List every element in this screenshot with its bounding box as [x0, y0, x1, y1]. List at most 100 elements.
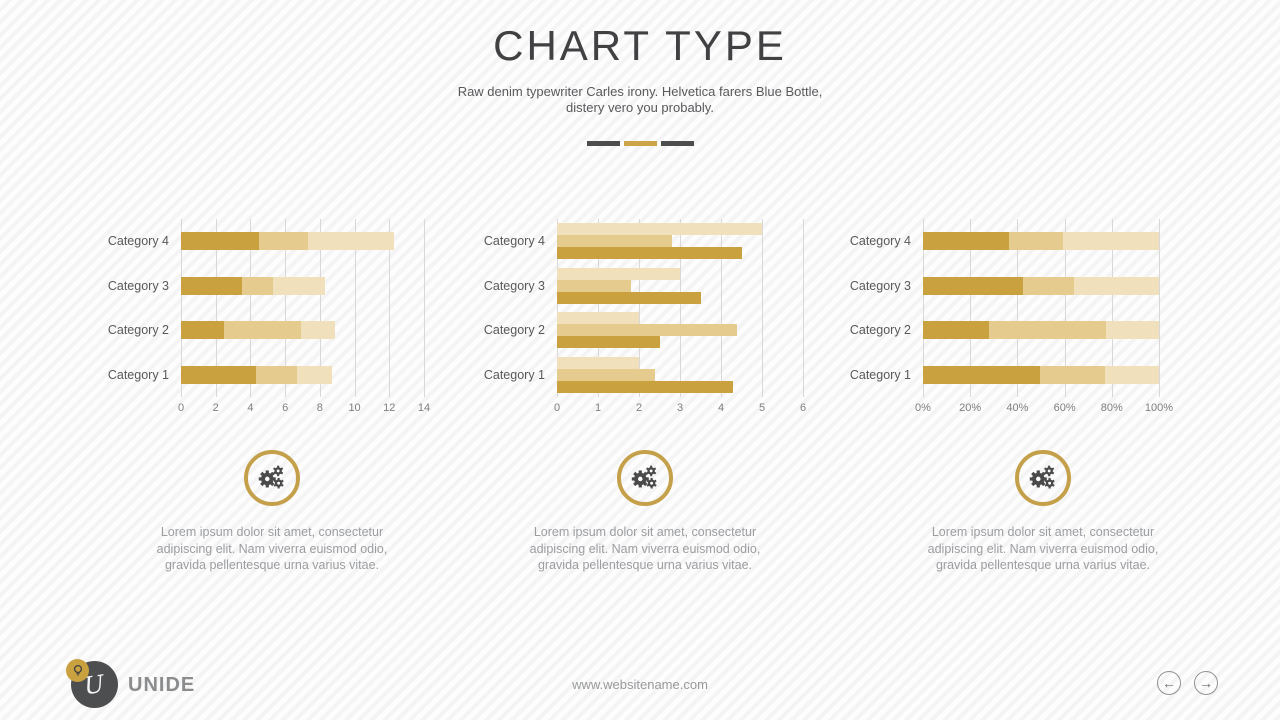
plot-area — [181, 219, 425, 398]
divider-segment — [586, 141, 620, 146]
category-label: Category 3 — [483, 278, 545, 293]
category-label: Category 4 — [483, 234, 545, 249]
feature-text: Lorem ipsum dolor sit amet, consectetur … — [529, 525, 761, 572]
subtitle: Raw denim typewriter Carles irony. Helve… — [0, 84, 1280, 116]
subtitle-line-2: distery vero you probably. — [566, 100, 714, 115]
bar-segment — [923, 232, 1010, 251]
gridline — [557, 219, 558, 397]
gridline — [598, 219, 599, 397]
divider-segment — [660, 141, 694, 146]
bar-segment — [1039, 365, 1105, 384]
gridline — [803, 219, 804, 397]
stacked-bar — [181, 365, 424, 384]
bar-segment — [1063, 232, 1159, 251]
category-label: Category 4 — [849, 234, 911, 249]
value-axis: 0% 20% 40% 60% 80% 100% — [915, 402, 1173, 418]
bar-segment — [1073, 276, 1159, 295]
chart-row — [923, 264, 1159, 309]
chart-row — [557, 219, 803, 264]
gridline — [1064, 219, 1066, 397]
axis-tick-label: 12 — [383, 402, 396, 414]
category-label: Category 1 — [483, 367, 545, 382]
bar-segment — [297, 365, 332, 384]
bar-cluster — [557, 223, 803, 260]
chart-row — [557, 264, 803, 309]
gridline — [1159, 219, 1160, 397]
gears-icon — [1029, 465, 1055, 489]
divider-segment — [623, 141, 657, 146]
axis-tick-label: 20% — [959, 402, 982, 414]
gridline — [250, 219, 252, 397]
bar — [557, 279, 631, 292]
bar-segment — [255, 365, 298, 384]
stacked-bar — [923, 276, 1159, 295]
gears-icon-circle — [244, 450, 300, 506]
arrow-right-icon: → — [1199, 675, 1213, 691]
gridline — [389, 219, 391, 397]
bar-segment — [923, 321, 990, 340]
feature-block: Lorem ipsum dolor sit amet, consectetur … — [515, 450, 775, 574]
stacked-bar — [181, 232, 424, 251]
axis-tick-label: 1 — [594, 402, 602, 414]
chart-row — [557, 353, 803, 398]
chart-row — [181, 353, 424, 398]
gridline — [923, 219, 924, 397]
bar — [557, 235, 672, 248]
bar — [557, 368, 656, 381]
gridline — [181, 219, 182, 397]
bar-segment — [923, 365, 1040, 384]
axis-tick-label: 4 — [247, 402, 254, 414]
website-link[interactable]: www.websitename.com — [572, 677, 708, 692]
prev-button[interactable]: ← — [1157, 671, 1181, 695]
category-label: Category 2 — [107, 323, 169, 338]
bar — [557, 356, 639, 369]
axis-tick-label: 100% — [1144, 402, 1174, 414]
brand-name: UNIDE — [128, 674, 196, 696]
gridline — [680, 219, 681, 397]
bar — [557, 336, 660, 349]
gridline — [639, 219, 640, 397]
plot-area — [923, 219, 1160, 398]
category-label: Category 3 — [107, 278, 169, 293]
chart-row — [181, 264, 424, 309]
gridline — [970, 219, 972, 397]
category-label: Category 3 — [849, 278, 911, 293]
bar — [557, 380, 734, 393]
bar-segment — [989, 321, 1106, 340]
axis-tick-label: 4 — [717, 402, 725, 414]
category-label: Category 4 — [107, 234, 169, 249]
axis-tick-label: 8 — [316, 402, 323, 414]
bar-segment — [1105, 321, 1159, 340]
category-label: Category 2 — [849, 323, 911, 338]
axis-tick-label: 5 — [758, 402, 766, 414]
stacked-bar — [181, 276, 424, 295]
feature-text: Lorem ipsum dolor sit amet, consectetur … — [927, 525, 1159, 572]
bar-cluster — [557, 356, 803, 393]
value-axis: 0 1 2 3 4 5 6 — [554, 402, 806, 418]
gears-icon-circle — [617, 450, 673, 506]
next-button[interactable]: → — [1194, 671, 1218, 695]
axis-tick-label: 2 — [212, 402, 219, 414]
gridline — [285, 219, 287, 397]
bar-segment — [181, 365, 256, 384]
subtitle-line-1: Raw denim typewriter Carles irony. Helve… — [457, 84, 823, 99]
category-label: Category 2 — [483, 323, 545, 338]
page-title: CHART TYPE — [493, 22, 787, 69]
axis-tick-label: 10 — [348, 402, 361, 414]
chart-row — [557, 308, 803, 353]
bar-segment — [307, 232, 395, 251]
chart-row — [923, 353, 1159, 398]
axis-tick-label: 6 — [282, 402, 289, 414]
chart-row — [181, 219, 424, 264]
feature-block: Lorem ipsum dolor sit amet, consectetur … — [913, 450, 1173, 574]
bar-cluster — [557, 267, 803, 304]
chart-row — [923, 219, 1159, 264]
gears-icon — [258, 465, 284, 489]
bar — [557, 324, 738, 337]
chart-row — [181, 308, 424, 353]
divider — [0, 141, 1280, 146]
bar-cluster — [557, 312, 803, 349]
gridline — [215, 219, 217, 397]
bar-segment — [241, 276, 273, 295]
bar-segment — [300, 321, 336, 340]
